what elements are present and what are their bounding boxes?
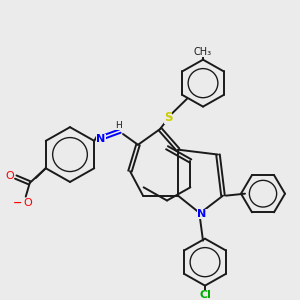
- Text: O: O: [23, 199, 32, 208]
- Text: N: N: [96, 134, 106, 144]
- Text: Cl: Cl: [199, 290, 211, 300]
- Text: N: N: [197, 209, 207, 219]
- Text: S: S: [164, 111, 172, 124]
- Text: O: O: [5, 171, 14, 181]
- Text: CH₃: CH₃: [194, 47, 212, 57]
- Text: −: −: [13, 197, 22, 208]
- Text: H: H: [115, 121, 122, 130]
